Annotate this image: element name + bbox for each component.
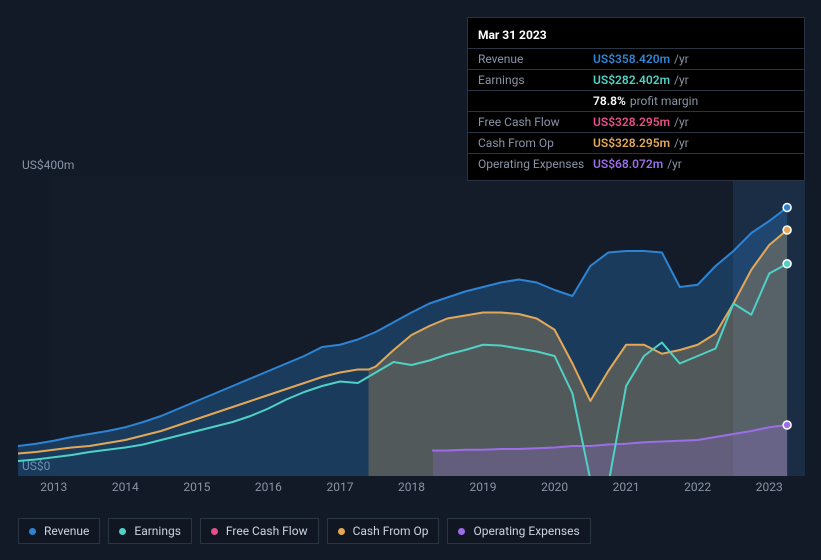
legend-dot: [458, 528, 465, 535]
chart-tooltip: Mar 31 2023 RevenueUS$358.420m/yrEarning…: [467, 17, 805, 181]
legend-item-operating_expenses[interactable]: Operating Expenses: [447, 518, 590, 544]
x-tick: 2014: [112, 480, 139, 494]
x-tick: 2019: [470, 480, 497, 494]
tooltip-row-label: Free Cash Flow: [478, 114, 593, 130]
legend-dot: [119, 528, 126, 535]
tooltip-row-label: Revenue: [478, 51, 593, 67]
legend-item-earnings[interactable]: Earnings: [108, 518, 192, 544]
legend-item-free_cash_flow[interactable]: Free Cash Flow: [200, 518, 319, 544]
legend-dot: [29, 528, 36, 535]
tooltip-row: RevenueUS$358.420m/yr: [468, 48, 804, 69]
tooltip-row-value: US$328.295m: [593, 135, 670, 151]
chart-plot: [18, 176, 805, 476]
legend-label: Earnings: [134, 524, 181, 538]
x-tick: 2013: [40, 480, 67, 494]
x-tick: 2021: [613, 480, 640, 494]
x-tick: 2016: [255, 480, 282, 494]
tooltip-row-suffix: profit margin: [630, 93, 698, 109]
legend-label: Free Cash Flow: [226, 524, 308, 538]
legend-item-cash_from_op[interactable]: Cash From Op: [327, 518, 440, 544]
y-tick-top: US$400m: [22, 158, 74, 172]
tooltip-row-value: US$358.420m: [593, 51, 670, 67]
tooltip-row: 78.8%profit margin: [468, 90, 804, 111]
tooltip-row-suffix: /yr: [674, 135, 689, 151]
x-tick: 2017: [326, 480, 353, 494]
legend-label: Operating Expenses: [473, 524, 579, 538]
tooltip-row: Free Cash FlowUS$328.295m/yr: [468, 111, 804, 132]
legend-label: Cash From Op: [353, 524, 429, 538]
tooltip-row: EarningsUS$282.402m/yr: [468, 69, 804, 90]
legend-label: Revenue: [44, 524, 89, 538]
tooltip-row-label: Earnings: [478, 72, 593, 88]
legend-dot: [211, 528, 218, 535]
x-tick: 2022: [684, 480, 711, 494]
tooltip-row-value: US$328.295m: [593, 114, 670, 130]
tooltip-row-value: 78.8%: [593, 93, 626, 109]
legend: Revenue Earnings Free Cash Flow Cash From O…: [18, 518, 591, 544]
tooltip-row-suffix: /yr: [674, 72, 689, 88]
tooltip-row-label: Operating Expenses: [478, 156, 593, 172]
x-tick: 2015: [183, 480, 210, 494]
tooltip-row-value: US$68.072m: [593, 156, 663, 172]
legend-dot: [338, 528, 345, 535]
tooltip-row-value: US$282.402m: [593, 72, 670, 88]
tooltip-row: Cash From OpUS$328.295m/yr: [468, 132, 804, 153]
x-tick: 2020: [541, 480, 568, 494]
tooltip-row-label: [478, 93, 593, 109]
legend-item-revenue[interactable]: Revenue: [18, 518, 100, 544]
tooltip-row: Operating ExpensesUS$68.072m/yr: [468, 153, 804, 174]
tooltip-row-label: Cash From Op: [478, 135, 593, 151]
tooltip-row-suffix: /yr: [674, 51, 689, 67]
tooltip-date: Mar 31 2023: [468, 24, 804, 48]
tooltip-row-suffix: /yr: [667, 156, 682, 172]
tooltip-row-suffix: /yr: [674, 114, 689, 130]
x-tick: 2023: [756, 480, 783, 494]
x-tick: 2018: [398, 480, 425, 494]
